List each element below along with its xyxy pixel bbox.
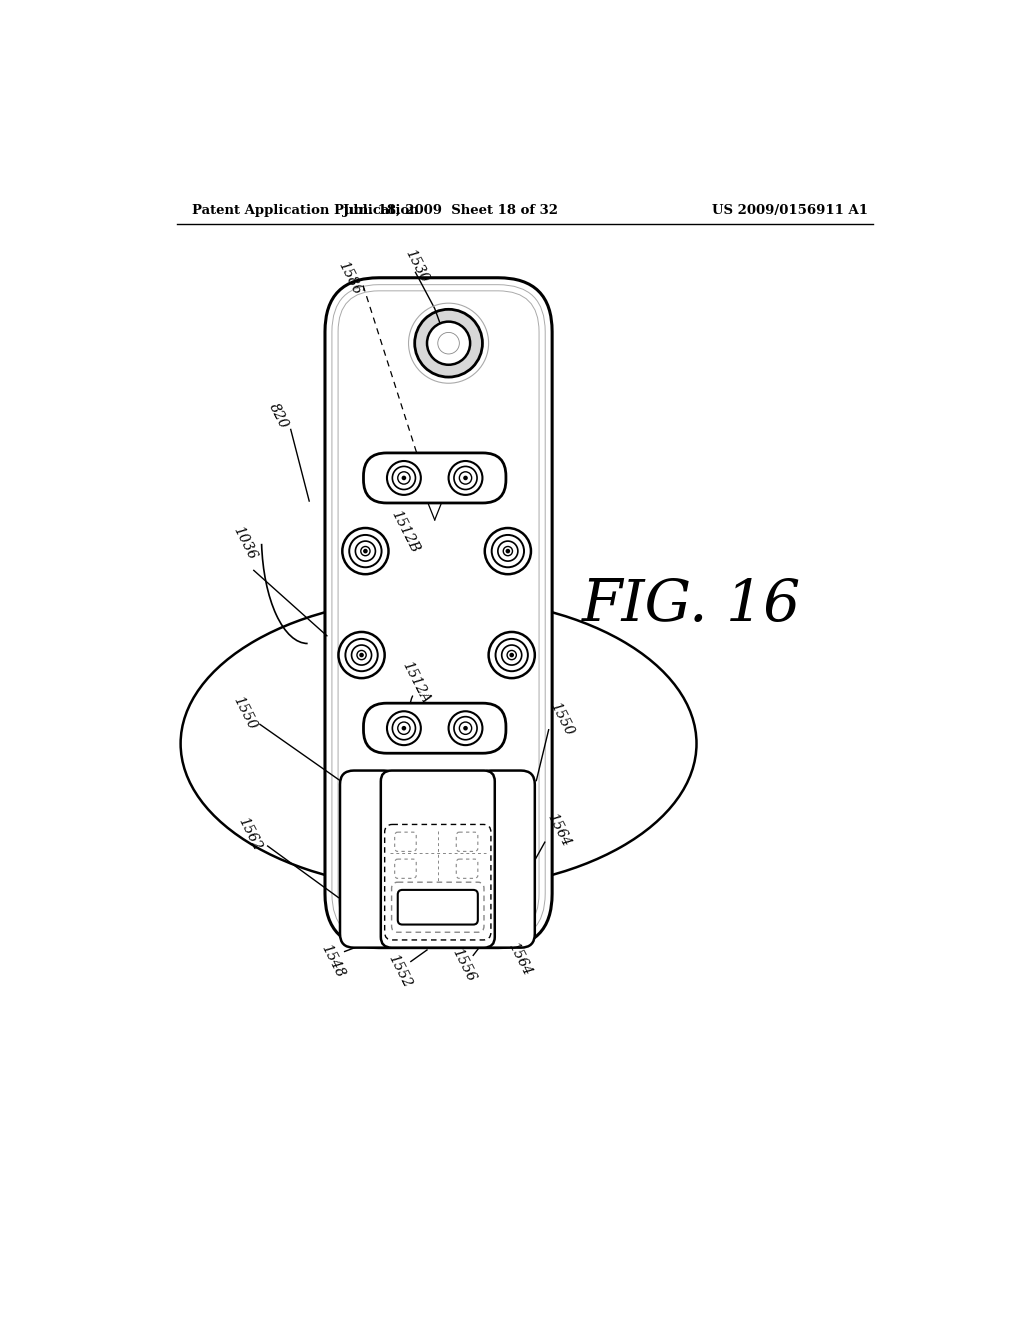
Text: 1564: 1564 <box>505 940 534 978</box>
Circle shape <box>364 549 368 553</box>
Text: US 2009/0156911 A1: US 2009/0156911 A1 <box>712 205 868 218</box>
Circle shape <box>359 653 364 657</box>
Text: 1564: 1564 <box>545 810 573 849</box>
Circle shape <box>427 322 470 364</box>
Circle shape <box>401 475 407 480</box>
Text: 1586: 1586 <box>336 259 365 297</box>
Text: Jun. 18, 2009  Sheet 18 of 32: Jun. 18, 2009 Sheet 18 of 32 <box>343 205 558 218</box>
Circle shape <box>463 726 468 730</box>
Text: 1562: 1562 <box>236 816 264 854</box>
FancyBboxPatch shape <box>381 771 495 948</box>
Circle shape <box>401 726 407 730</box>
Circle shape <box>415 309 482 378</box>
FancyBboxPatch shape <box>325 277 552 948</box>
FancyBboxPatch shape <box>397 890 478 924</box>
Text: FIG. 16: FIG. 16 <box>582 577 801 634</box>
Circle shape <box>506 549 510 553</box>
Text: 1550: 1550 <box>230 694 259 731</box>
Text: 820: 820 <box>266 401 291 432</box>
Text: 1512A: 1512A <box>399 659 432 705</box>
Circle shape <box>509 653 514 657</box>
Circle shape <box>463 475 468 480</box>
FancyBboxPatch shape <box>340 771 397 948</box>
Text: 1036: 1036 <box>230 524 259 562</box>
Text: 1512B: 1512B <box>389 508 422 556</box>
FancyBboxPatch shape <box>364 704 506 754</box>
Text: 1548: 1548 <box>318 941 346 979</box>
Text: 1550: 1550 <box>548 700 577 738</box>
FancyBboxPatch shape <box>364 453 506 503</box>
Text: 1552: 1552 <box>386 952 415 990</box>
Text: 1530: 1530 <box>402 247 431 285</box>
Text: Patent Application Publication: Patent Application Publication <box>193 205 419 218</box>
FancyBboxPatch shape <box>477 771 535 948</box>
Text: 1556: 1556 <box>449 946 477 985</box>
